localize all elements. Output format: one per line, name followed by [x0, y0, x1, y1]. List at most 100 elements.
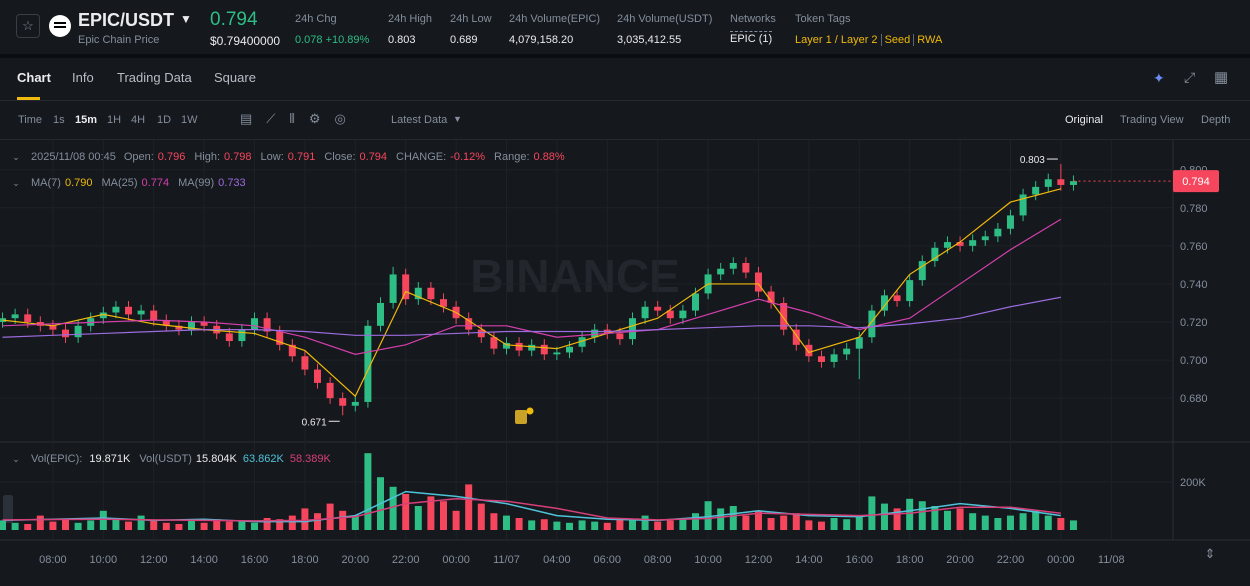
info-value: 0.794	[360, 151, 388, 163]
view-option[interactable]: Trading View	[1120, 114, 1184, 126]
scale-button[interactable]: ⇕	[1205, 546, 1216, 561]
tab[interactable]: Square	[214, 70, 256, 85]
volume-bar	[981, 515, 989, 530]
info-value: -0.12%	[450, 151, 485, 163]
x-tick-label: 04:00	[543, 554, 571, 566]
x-tick-label: 12:00	[745, 554, 773, 566]
candle-body	[591, 329, 599, 338]
info-label: Low:	[261, 151, 284, 163]
fullscreen-button[interactable]: ⤢	[1184, 69, 1196, 85]
volume-bar	[666, 520, 674, 530]
candle-body	[528, 344, 536, 351]
ma-legend-name: MA(25)	[101, 177, 137, 189]
x-tick-label: 20:00	[342, 554, 370, 566]
stat-value: 4,079,158.20	[509, 34, 574, 46]
volume-bar	[314, 513, 322, 530]
candle-body	[238, 329, 246, 342]
volume-bar	[0, 520, 7, 530]
token-tag[interactable]: Seed	[880, 34, 914, 46]
candle-body	[981, 236, 989, 241]
volume-bar	[414, 506, 422, 530]
candle-body	[225, 333, 233, 342]
ma-legend-value: 0.790	[65, 177, 93, 189]
stat-value: 0.078 +10.89%	[295, 34, 370, 46]
x-tick-label: 20:00	[946, 554, 974, 566]
volume-bar	[351, 515, 359, 530]
legend-toggle[interactable]: ⌄	[12, 152, 20, 162]
volume-bar	[830, 518, 838, 530]
candle-body	[150, 310, 158, 321]
tab[interactable]: Info	[72, 70, 94, 85]
info-value: 0.88%	[534, 151, 565, 163]
interval[interactable]: 1D	[157, 114, 172, 126]
volume-bar	[717, 508, 725, 530]
x-tick-label: 10:00	[90, 554, 118, 566]
token-tag[interactable]: RWA	[913, 34, 946, 46]
event-icon[interactable]	[515, 410, 527, 424]
volume-bar	[439, 501, 447, 530]
candle-body	[251, 318, 259, 330]
legend-toggle[interactable]: ⌄	[12, 454, 20, 464]
tab[interactable]: Trading Data	[117, 70, 192, 85]
candle-body	[377, 302, 385, 326]
tab[interactable]: Chart	[17, 70, 51, 85]
x-tick-label: 10:00	[694, 554, 722, 566]
interval[interactable]: 15m	[75, 114, 98, 126]
layout-button[interactable]: ▦	[1214, 69, 1229, 86]
candle-body	[11, 314, 19, 319]
candle-body	[1057, 179, 1065, 185]
y-tick-label: 0.680	[1180, 393, 1208, 405]
pair-dropdown[interactable]: ▼	[180, 12, 192, 26]
candle-body	[162, 320, 170, 326]
token-tags: Layer 1 / Layer 2 Seed RWA	[795, 34, 946, 46]
volume-bar	[578, 520, 586, 530]
interval[interactable]: 1W	[181, 114, 198, 126]
candle-body	[200, 322, 208, 326]
volume-bar	[24, 524, 32, 530]
volume-bar	[225, 521, 233, 530]
stat-value[interactable]: EPIC (1)	[730, 31, 773, 45]
candle-body	[855, 337, 863, 349]
pair-name[interactable]: EPIC/USDT	[78, 10, 175, 30]
volume-bar	[339, 510, 347, 530]
candle-body	[62, 329, 70, 338]
view-option[interactable]: Depth	[1201, 114, 1231, 126]
price-usd: $0.79400000	[210, 34, 281, 48]
divider	[0, 139, 1250, 140]
stat-label: 24h Chg	[295, 13, 337, 25]
data-mode[interactable]: Latest Data	[391, 114, 448, 126]
candle-body	[943, 242, 951, 248]
token-tag[interactable]: Layer 1 / Layer 2	[795, 34, 878, 46]
interval[interactable]: 4H	[131, 114, 146, 126]
legend-toggle[interactable]: ⌄	[12, 178, 20, 188]
volume-bar	[200, 522, 208, 530]
tool-icons[interactable]: ▤⟋⫴⚙◎	[240, 111, 360, 126]
candle-body	[188, 322, 196, 330]
volume-ma-value: 63.862K	[243, 453, 285, 465]
candle-body	[389, 274, 397, 303]
volume-bar	[679, 518, 687, 530]
candle-body	[918, 261, 926, 281]
candle-body	[74, 325, 82, 338]
view-option[interactable]: Original	[1065, 114, 1103, 126]
data-mode-caret[interactable]: ▼	[453, 114, 462, 124]
interval[interactable]: 1s	[53, 114, 65, 126]
candle-body	[502, 342, 510, 349]
volume-bar	[704, 501, 712, 530]
interval[interactable]: 1H	[107, 114, 122, 126]
favorite-button[interactable]: ☆	[16, 14, 40, 38]
collapse-button[interactable]	[3, 495, 13, 523]
token-logo	[49, 15, 71, 37]
ai-button[interactable]: ✦	[1153, 70, 1165, 86]
ma-legend-value: 0.774	[142, 177, 170, 189]
candle-body	[792, 329, 800, 345]
volume-bar	[11, 522, 19, 530]
volume-bar	[754, 510, 762, 530]
pair-subtitle[interactable]: Epic Chain Price	[78, 34, 160, 46]
candle-body	[817, 356, 825, 362]
stat-value: 0.689	[450, 34, 478, 46]
volume-bar	[969, 513, 977, 530]
volume-legend-name: Vol(USDT)	[139, 453, 192, 465]
volume-bar	[276, 519, 284, 530]
candle-body	[112, 306, 120, 313]
